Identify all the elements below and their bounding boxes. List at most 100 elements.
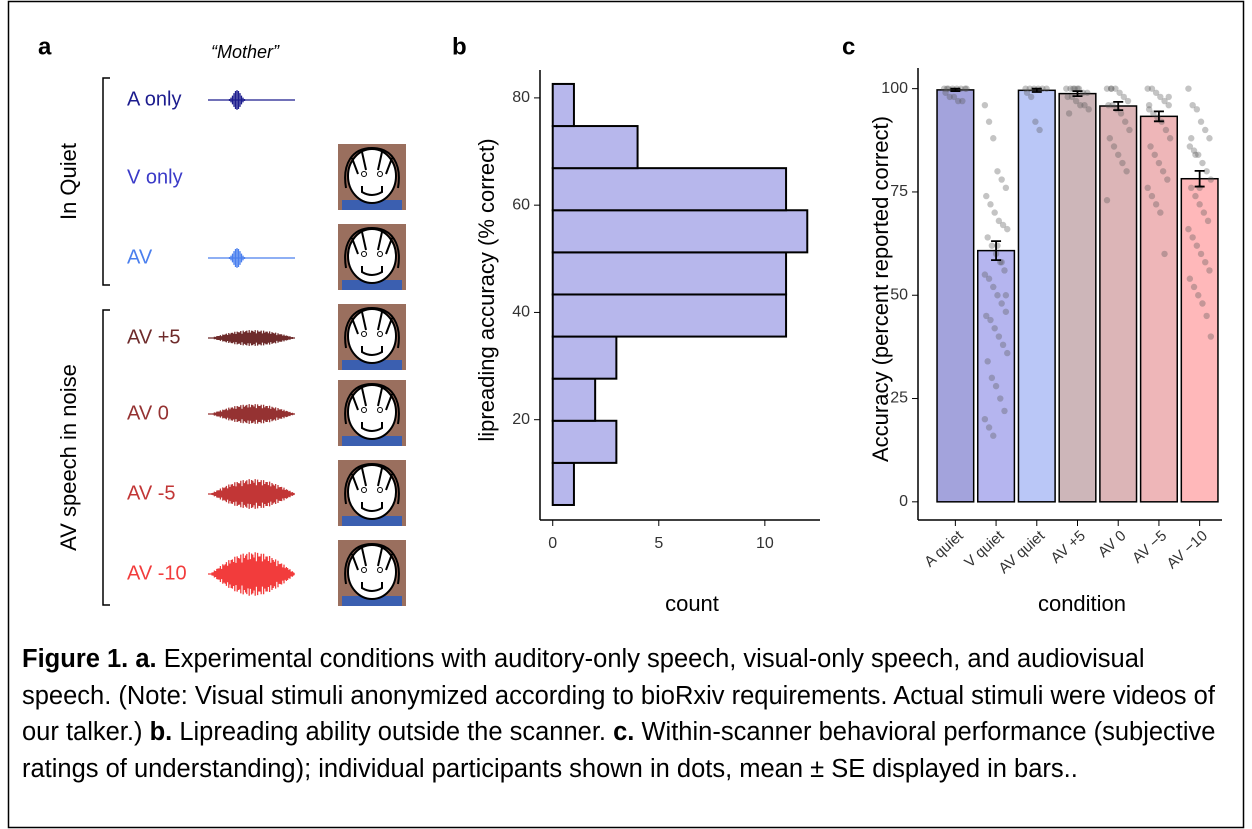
bar (1100, 106, 1137, 502)
participant-dot (997, 395, 1003, 401)
participant-dot (1066, 110, 1072, 116)
participant-dot (987, 201, 993, 207)
x-tick-label: 0 (548, 535, 557, 552)
caption-bold: b. (150, 718, 173, 746)
participant-dot (1003, 185, 1009, 191)
condition-label: A only (127, 88, 181, 110)
histogram-bar (553, 210, 808, 252)
face (338, 540, 406, 606)
face (338, 380, 406, 446)
participant-dot (990, 135, 996, 141)
histogram-bar (553, 294, 786, 336)
participant-dot (987, 317, 993, 323)
participant-dot (1149, 193, 1155, 199)
participant-dot (986, 119, 992, 125)
participant-dot (1194, 242, 1200, 248)
face (338, 304, 406, 370)
participant-dot (1084, 90, 1090, 96)
waveform (208, 248, 295, 268)
bar (937, 90, 974, 502)
condition-label: AV +5 (127, 326, 181, 348)
histogram-bar (553, 337, 617, 379)
participant-dot (963, 85, 969, 91)
participant-dot (1167, 135, 1173, 141)
participant-dot (994, 292, 1000, 298)
face (338, 460, 406, 526)
y-tick-label: 60 (512, 196, 530, 213)
x-axis-label: condition (1038, 591, 1126, 616)
y-tick-label: 100 (881, 80, 908, 97)
participant-dot (1164, 176, 1170, 182)
participant-dot (1198, 251, 1204, 257)
panel-label: b (452, 33, 467, 60)
participant-dot (1185, 226, 1191, 232)
participant-dot (1104, 197, 1110, 203)
participant-dot (959, 98, 965, 104)
participant-dot (1108, 85, 1114, 91)
participant-dot (1192, 152, 1198, 158)
participant-dot (1199, 300, 1205, 306)
participant-dot (1032, 119, 1038, 125)
participant-dot (1001, 408, 1007, 414)
participant-dot (1195, 292, 1201, 298)
participant-dot (1208, 333, 1214, 339)
histogram-bar (553, 421, 617, 463)
condition-label: AV -10 (127, 562, 187, 584)
bracket (103, 78, 110, 285)
x-tick-label: AV −10 (1164, 527, 1211, 572)
y-tick-label: 40 (512, 304, 530, 321)
x-tick-label: 10 (756, 535, 774, 552)
participant-dot (1161, 251, 1167, 257)
participant-dot (1166, 94, 1172, 100)
bar (1018, 90, 1055, 502)
caption-text: Lipreading ability outside the scanner. (172, 718, 613, 746)
participant-dot (1118, 110, 1124, 116)
participant-dot (982, 416, 988, 422)
participant-dot (1199, 160, 1205, 166)
participant-dot (1126, 127, 1132, 133)
condition-label: AV 0 (127, 402, 169, 424)
condition-label: AV (127, 246, 153, 268)
participant-dot (991, 325, 997, 331)
participant-dot (986, 276, 992, 282)
waveform (208, 552, 295, 596)
participant-dot (1156, 160, 1162, 166)
participant-dot (1206, 135, 1212, 141)
participant-dot (1196, 201, 1202, 207)
histogram-bar (553, 126, 638, 168)
participant-dot (1205, 218, 1211, 224)
bar (1141, 116, 1178, 501)
participant-dot (984, 234, 990, 240)
participant-dot (990, 284, 996, 290)
group-label: AV speech in noise (56, 364, 81, 551)
participant-dot (1145, 185, 1151, 191)
participant-dot (1107, 135, 1113, 141)
participant-dot (1185, 85, 1191, 91)
participant-dot (1086, 106, 1092, 112)
face (338, 224, 406, 290)
participant-dot (1202, 259, 1208, 265)
participant-dot (1187, 276, 1193, 282)
participant-dot (998, 176, 1004, 182)
x-tick-label: AV quiet (995, 527, 1048, 577)
y-tick-label: 25 (890, 390, 908, 407)
participant-dot (1003, 292, 1009, 298)
y-tick-label: 20 (512, 411, 530, 428)
histogram-bar (553, 379, 595, 421)
y-tick-label: 75 (890, 183, 908, 200)
participant-dot (1166, 102, 1172, 108)
participant-dot (991, 209, 997, 215)
participant-dot (1208, 176, 1214, 182)
waveform (208, 90, 295, 110)
participant-dot (1191, 284, 1197, 290)
participant-dot (1188, 185, 1194, 191)
panel-label: c (842, 33, 855, 60)
histogram-bar (553, 84, 574, 126)
y-tick-label: 0 (899, 493, 908, 510)
participant-dot (1157, 209, 1163, 215)
waveform (208, 479, 295, 509)
participant-dot (983, 193, 989, 199)
histogram-bar (553, 168, 786, 210)
participant-dot (1203, 313, 1209, 319)
participant-dot (1036, 127, 1042, 133)
